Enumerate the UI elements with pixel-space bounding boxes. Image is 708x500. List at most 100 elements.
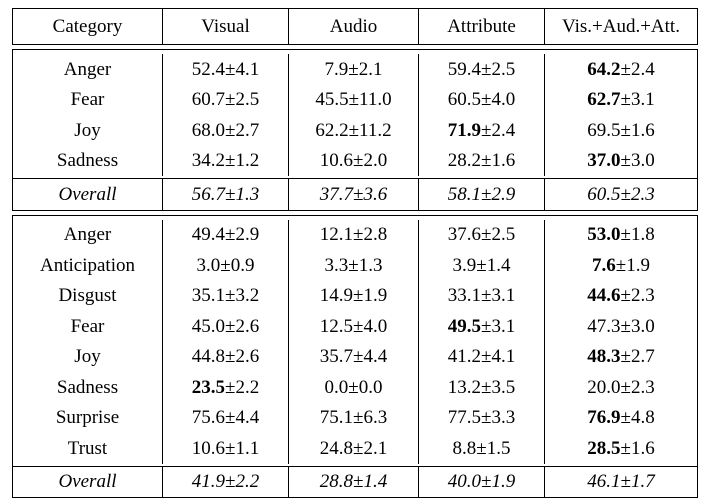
attribute-cell: 41.2±4.1 bbox=[419, 341, 545, 372]
visual-cell: 60.7±2.5 bbox=[163, 84, 289, 115]
best-value: 64.2 bbox=[587, 58, 621, 80]
audio-cell: 0.0±0.0 bbox=[289, 372, 419, 403]
std-value: ±4.8 bbox=[620, 407, 655, 429]
best-value: 76.9 bbox=[587, 407, 621, 429]
best-value: 28.5 bbox=[587, 437, 621, 459]
std-value: ±3.0 bbox=[620, 150, 655, 172]
attribute-cell: 40.0±1.9 bbox=[419, 466, 545, 497]
visual-cell: 35.1±3.2 bbox=[163, 280, 289, 311]
attribute-cell: 37.6±2.5 bbox=[419, 219, 545, 250]
table-row: Joy 68.0±2.7 62.2±11.2 71.9 ±2.4 69.5±1.6 bbox=[13, 115, 697, 146]
table-row: Trust 10.6±1.1 24.8±2.1 8.8±1.5 28.5 ±1.6 bbox=[13, 433, 697, 464]
overall-row: Overall 41.9±2.2 28.8±1.4 40.0±1.9 46.1±… bbox=[13, 465, 697, 497]
table-row: Fear 60.7±2.5 45.5±11.0 60.5±4.0 62.7 ±3.… bbox=[13, 84, 697, 116]
category-cell: Anger bbox=[13, 219, 163, 250]
combined-cell: 37.0 ±3.0 bbox=[545, 146, 697, 177]
category-cell: Trust bbox=[13, 433, 163, 464]
category-cell: Anger bbox=[13, 54, 163, 85]
category-cell: Sadness bbox=[13, 145, 163, 176]
std-value: ±2.7 bbox=[620, 346, 655, 368]
audio-cell: 37.7±3.6 bbox=[289, 179, 419, 210]
combined-cell: 60.5±2.3 bbox=[587, 183, 655, 205]
best-value: 44.6 bbox=[587, 285, 621, 307]
combined-cell: 20.0±2.3 bbox=[587, 376, 655, 398]
visual-cell: 45.0±2.6 bbox=[163, 311, 289, 342]
combined-cell: 44.6 ±2.3 bbox=[545, 281, 697, 312]
best-value: 53.0 bbox=[587, 224, 621, 246]
table-row: Disgust 35.1±3.2 14.9±1.9 33.1±3.1 44.6 ±… bbox=[13, 280, 697, 312]
audio-cell: 62.2±11.2 bbox=[289, 115, 419, 146]
std-value: ±3.1 bbox=[620, 89, 655, 111]
attribute-cell: 3.9±1.4 bbox=[419, 250, 545, 281]
audio-cell: 35.7±4.4 bbox=[289, 341, 419, 372]
table-row: Anticipation 3.0±0.9 3.3±1.3 3.9±1.4 7.6… bbox=[13, 250, 697, 281]
attribute-cell: 60.5±4.0 bbox=[419, 84, 545, 115]
audio-cell: 3.3±1.3 bbox=[289, 250, 419, 281]
best-value: 37.0 bbox=[587, 150, 621, 172]
combined-cell: 64.2 ±2.4 bbox=[545, 54, 697, 85]
combined-cell: 28.5 ±1.6 bbox=[545, 433, 697, 464]
visual-cell: 3.0±0.9 bbox=[163, 250, 289, 281]
audio-cell: 12.1±2.8 bbox=[289, 219, 419, 250]
visual-cell: 52.4±4.1 bbox=[163, 54, 289, 85]
results-table: Category Visual Audio Attribute Vis.+Aud… bbox=[12, 8, 698, 498]
best-value: 71.9 bbox=[447, 119, 482, 141]
header-attribute: Attribute bbox=[419, 9, 545, 44]
table-row: Sadness 34.2±1.2 10.6±2.0 28.2±1.6 37.0 ±… bbox=[13, 145, 697, 177]
combined-cell: 46.1±1.7 bbox=[587, 471, 655, 493]
attribute-cell: 8.8±1.5 bbox=[419, 433, 545, 464]
attribute-cell: 28.2±1.6 bbox=[419, 145, 545, 176]
category-cell: Fear bbox=[13, 84, 163, 115]
audio-cell: 14.9±1.9 bbox=[289, 280, 419, 311]
attribute-cell: 33.1±3.1 bbox=[419, 280, 545, 311]
best-value: 48.3 bbox=[587, 346, 621, 368]
table-row: Joy 44.8±2.6 35.7±4.4 41.2±4.1 48.3 ±2.7 bbox=[13, 341, 697, 373]
combined-cell: 7.6 ±1.9 bbox=[545, 250, 697, 281]
std-value: ±1.9 bbox=[615, 254, 650, 276]
category-cell: Overall bbox=[13, 179, 163, 210]
combined-cell: 53.0 ±1.8 bbox=[545, 220, 697, 251]
audio-cell: 24.8±2.1 bbox=[289, 433, 419, 464]
category-cell: Joy bbox=[13, 115, 163, 146]
combined-cell: 48.3 ±2.7 bbox=[545, 342, 697, 373]
attribute-cell: 49.5 ±3.1 bbox=[419, 311, 545, 342]
std-value: ±2.3 bbox=[620, 285, 655, 307]
visual-cell: 41.9±2.2 bbox=[163, 466, 289, 497]
header-row: Category Visual Audio Attribute Vis.+Aud… bbox=[13, 9, 697, 44]
attribute-cell: 13.2±3.5 bbox=[419, 372, 545, 403]
visual-cell: 44.8±2.6 bbox=[163, 341, 289, 372]
audio-cell: 12.5±4.0 bbox=[289, 311, 419, 342]
audio-cell: 10.6±2.0 bbox=[289, 145, 419, 176]
audio-cell: 7.9±2.1 bbox=[289, 54, 419, 85]
visual-cell: 34.2±1.2 bbox=[163, 145, 289, 176]
header-audio: Audio bbox=[289, 9, 419, 44]
category-cell: Surprise bbox=[13, 402, 163, 433]
table-block-1: Anger 52.4±4.1 7.9±2.1 59.4±2.5 64.2 ±2.4… bbox=[12, 49, 698, 211]
attribute-cell: 77.5±3.3 bbox=[419, 402, 545, 433]
visual-cell: 68.0±2.7 bbox=[163, 115, 289, 146]
visual-cell: 56.7±1.3 bbox=[163, 179, 289, 210]
category-cell: Sadness bbox=[13, 372, 163, 403]
std-value: ±2.2 bbox=[225, 376, 260, 398]
visual-cell: 10.6±1.1 bbox=[163, 433, 289, 464]
std-value: ±3.1 bbox=[481, 315, 516, 337]
audio-cell: 75.1±6.3 bbox=[289, 402, 419, 433]
attribute-cell: 71.9 ±2.4 bbox=[419, 115, 545, 146]
table-row: Anger 52.4±4.1 7.9±2.1 59.4±2.5 64.2 ±2.4 bbox=[13, 54, 697, 85]
category-cell: Joy bbox=[13, 341, 163, 372]
combined-cell: 76.9 ±4.8 bbox=[545, 403, 697, 434]
combined-cell: 62.7 ±3.1 bbox=[545, 85, 697, 116]
audio-cell: 28.8±1.4 bbox=[289, 466, 419, 497]
combined-cell: 69.5±1.6 bbox=[587, 119, 655, 141]
table-block-2: Anger 49.4±2.9 12.1±2.8 37.6±2.5 53.0 ±1.… bbox=[12, 214, 698, 498]
header-visual: Visual bbox=[163, 9, 289, 44]
best-value: 49.5 bbox=[447, 315, 482, 337]
category-cell: Overall bbox=[13, 466, 163, 497]
overall-row: Overall 56.7±1.3 37.7±3.6 58.1±2.9 60.5±… bbox=[13, 178, 697, 210]
std-value: ±2.4 bbox=[481, 119, 516, 141]
best-value: 62.7 bbox=[587, 89, 621, 111]
table-row: Sadness 23.5 ±2.2 0.0±0.0 13.2±3.5 20.0±2… bbox=[13, 372, 697, 403]
category-cell: Anticipation bbox=[13, 250, 163, 281]
category-cell: Fear bbox=[13, 311, 163, 342]
table-row: Anger 49.4±2.9 12.1±2.8 37.6±2.5 53.0 ±1.… bbox=[13, 219, 697, 251]
